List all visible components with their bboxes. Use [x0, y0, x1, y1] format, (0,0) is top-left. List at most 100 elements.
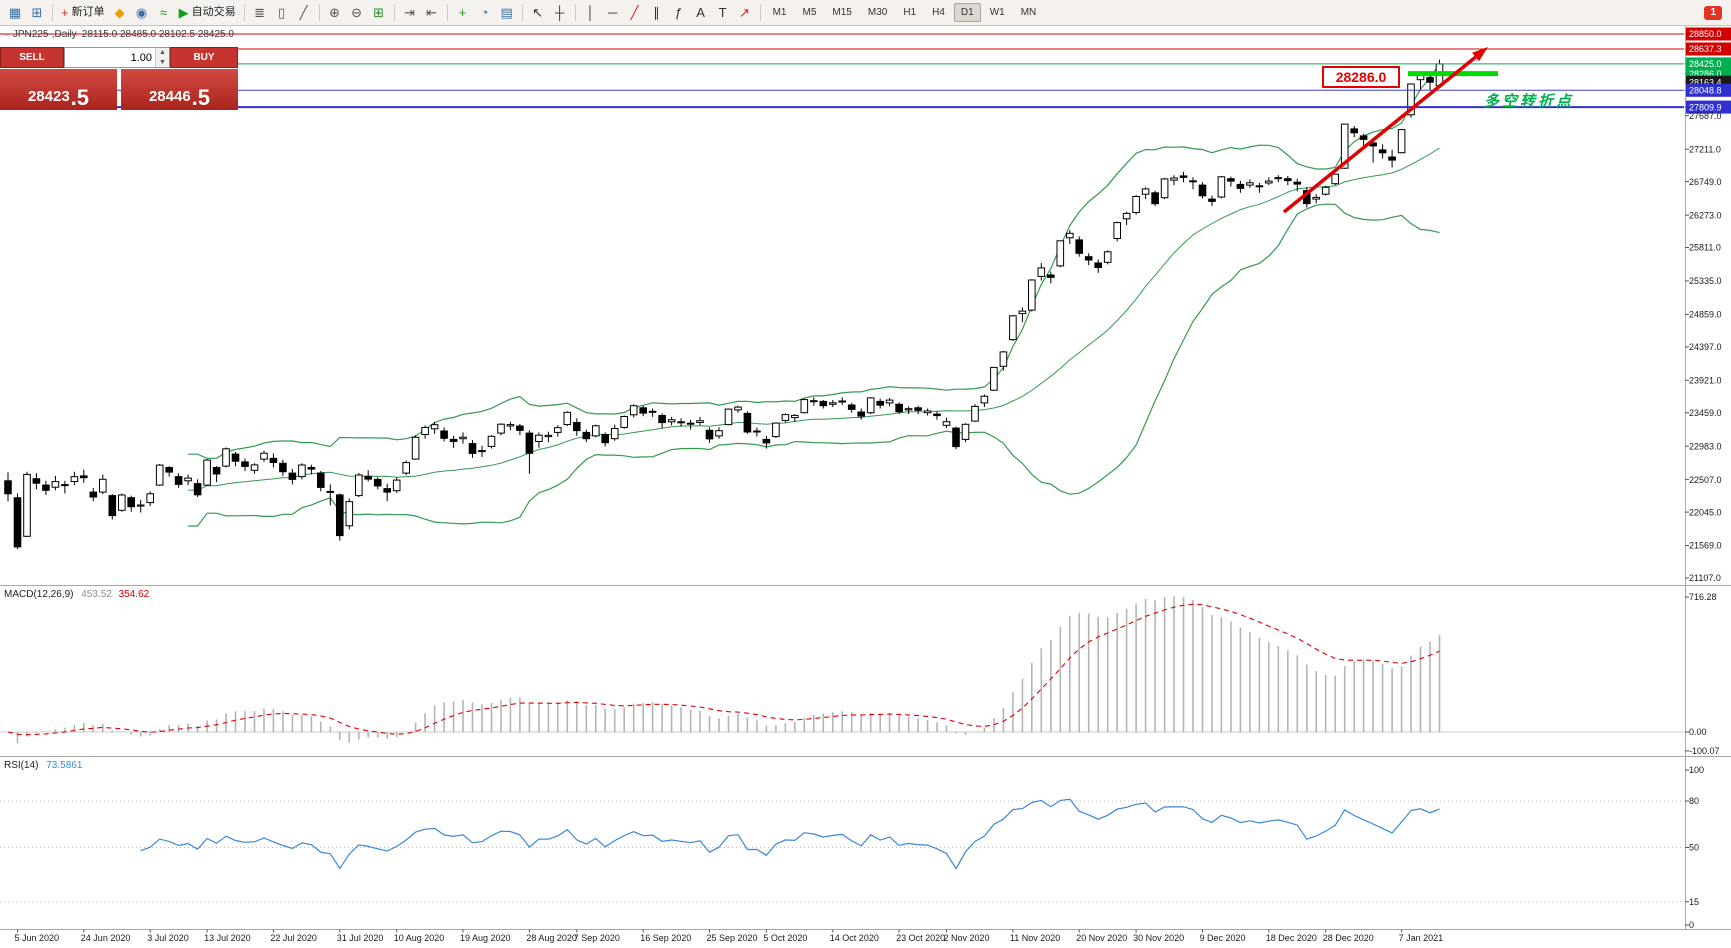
symbol-period-label: JPN225-,Daily [12, 29, 77, 40]
price-axis-label: 28048.8 [1689, 86, 1722, 96]
date-label: 28 Dec 2020 [1323, 933, 1374, 943]
chart-shift-button[interactable]: ⇤ [421, 2, 443, 23]
buy-price-button[interactable]: 28446.5 [121, 69, 238, 110]
price-axis-label: 24397.0 [1689, 342, 1722, 352]
arrows-button[interactable]: ↗ [734, 2, 756, 23]
vertical-line-icon: │ [586, 5, 595, 20]
price-axis-label: 25335.0 [1689, 276, 1722, 286]
timeframe-button-M1[interactable]: M1 [772, 7, 787, 18]
timeframe-button-M5[interactable]: M5 [802, 7, 817, 18]
date-label: 18 Dec 2020 [1266, 933, 1317, 943]
toolbar-separator [759, 4, 761, 21]
toolbar-separator [318, 4, 320, 21]
metaeditor-button[interactable]: ◆ [109, 2, 131, 23]
price-axis-label: 27809.9 [1689, 102, 1722, 112]
chart-canvas[interactable]: 28850.028637.328425.028286.028163.428048… [0, 26, 1731, 948]
sell-price: 28423 [27, 88, 70, 105]
bars-chart-button[interactable]: ≣ [249, 2, 271, 23]
macd-axis-label: -100.07 [1689, 746, 1720, 756]
timeframe-button-H1[interactable]: H1 [903, 7, 917, 18]
auto-scroll-button[interactable]: ⇥ [399, 2, 421, 23]
price-axis-label-bg [1686, 42, 1731, 56]
rsi-name: RSI(14) [4, 760, 39, 771]
date-label: 13 Jul 2020 [204, 933, 251, 943]
toolbar-separator [574, 4, 576, 21]
tile-windows-button[interactable]: ⊞ [368, 2, 390, 23]
timeframe-button-H4[interactable]: H4 [932, 7, 945, 18]
autotrading-icon: ▶ [178, 5, 189, 20]
channel-button[interactable]: ∥ [646, 2, 668, 23]
strategy-tester-button[interactable]: ≈ [153, 2, 175, 23]
date-label: 5 Oct 2020 [763, 933, 807, 943]
timeframe-button-MN[interactable]: MN [1020, 7, 1037, 18]
notification-badge[interactable]: 1 [1704, 5, 1722, 20]
price-axis-label: 21107.0 [1689, 573, 1721, 583]
trend-arrow [1282, 47, 1488, 214]
profiles-button[interactable]: ⊞ [26, 2, 48, 23]
crosshair-button[interactable]: ┼ [549, 2, 571, 23]
price-axis-label: 28850.0 [1689, 29, 1722, 39]
vertical-line-button[interactable]: │ [580, 2, 602, 23]
buy-price-pips: .5 [191, 85, 211, 110]
price-axis-label: 28163.4 [1689, 77, 1722, 87]
periods-button[interactable]: ◔ [474, 2, 496, 23]
timeframe-button-D1[interactable]: D1 [953, 3, 981, 22]
date-label: 16 Sep 2020 [640, 933, 691, 943]
toolbar-separator [393, 4, 395, 21]
rsi-header: RSI(14) 73.5861 [4, 760, 82, 771]
sell-button[interactable]: SELL [0, 47, 64, 68]
templates-button[interactable]: ▤ [496, 2, 518, 23]
macd-axis-label: 716.28 [1689, 592, 1717, 602]
autotrading-button-label: 自动交易 [191, 6, 236, 18]
price-axis-label: 21569.0 [1689, 541, 1722, 551]
bars-chart-icon: ≣ [254, 5, 266, 20]
volume-down-button[interactable]: ▼ [156, 57, 169, 67]
autotrading-button[interactable]: ▶ 自动交易 [175, 2, 240, 23]
horizontal-line-button[interactable]: ─ [602, 2, 624, 23]
indicators-button[interactable]: + [452, 2, 474, 23]
macd-signal-line [7, 603, 1440, 736]
date-label: 7 Jan 2021 [1399, 933, 1444, 943]
price-axis[interactable]: 28850.0 28637.3 28425.028286.028163.428048… [1685, 27, 1731, 931]
zoom-in-button[interactable]: ⊕ [324, 2, 346, 23]
line-chart-button[interactable]: ╱ [293, 2, 315, 23]
date-axis[interactable]: 5 Jun 2020 24 Jun 2020 3 Jul 2020 13 Jul 20… [15, 929, 1444, 944]
buy-button[interactable]: BUY [170, 47, 238, 68]
text-button[interactable]: A [690, 2, 712, 23]
cursor-button[interactable]: ↖ [527, 2, 549, 23]
date-label: 2 Nov 2020 [944, 933, 990, 943]
macd-header: MACD(12,26,9) 453.52 354.62 [4, 589, 149, 600]
macd-signal-value: 354.62 [118, 589, 150, 600]
toolbar-separator [521, 4, 523, 21]
new-order-button[interactable]: + 新订单 [57, 2, 109, 23]
price-axis-label: 22045.0 [1689, 507, 1722, 517]
volume-up-button[interactable]: ▲ [156, 48, 169, 58]
zoom-in-icon: ⊕ [329, 5, 341, 20]
date-label: 22 Jul 2020 [270, 933, 317, 943]
toolbar-separator [446, 4, 448, 21]
terminal-button[interactable]: ◉ [131, 2, 153, 23]
rsi-pane [0, 798, 1684, 903]
date-label: 23 Oct 2020 [896, 933, 945, 943]
price-annotation-box: 28286.0 [1322, 66, 1400, 88]
volume-input[interactable] [65, 48, 155, 67]
pane-separators[interactable] [0, 585, 1731, 930]
zoom-out-icon: ⊖ [351, 5, 363, 20]
date-label: 10 Aug 2020 [394, 933, 445, 943]
zoom-out-button[interactable]: ⊖ [346, 2, 368, 23]
label-button[interactable]: T [712, 2, 734, 23]
sell-price-button[interactable]: 28423.5 [0, 69, 117, 110]
date-label: 25 Sep 2020 [707, 933, 758, 943]
fibonacci-button[interactable]: ƒ [668, 2, 690, 23]
trendline-button[interactable]: ╱ [624, 2, 646, 23]
timeframe-button-M30[interactable]: M30 [867, 7, 888, 18]
rsi-value: 73.5861 [46, 760, 83, 771]
new-chart-button[interactable]: ▦ [4, 2, 26, 23]
price-axis-label: 28637.3 [1689, 44, 1722, 54]
timeframe-button-W1[interactable]: W1 [989, 7, 1005, 18]
timeframe-button-M15[interactable]: M15 [832, 7, 852, 18]
chart-window-icon: ▪ [5, 30, 8, 39]
date-label: 24 Jun 2020 [81, 933, 131, 943]
candles-chart-button[interactable]: ▯ [271, 2, 293, 23]
line-chart-icon: ╱ [299, 5, 308, 20]
